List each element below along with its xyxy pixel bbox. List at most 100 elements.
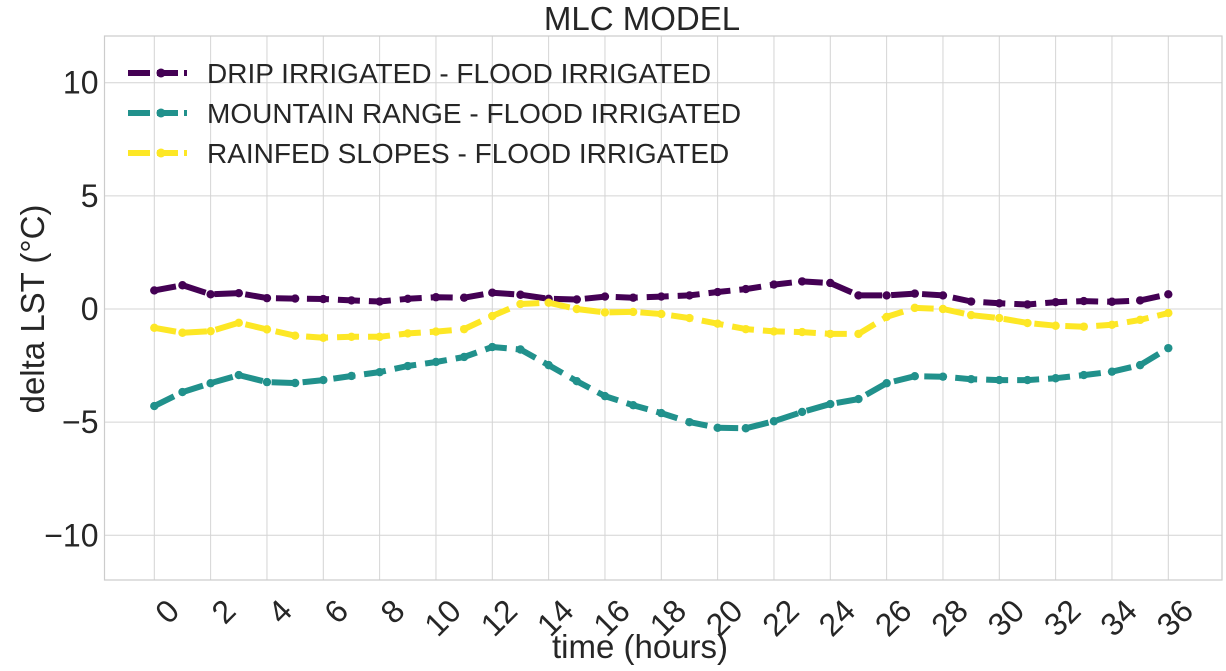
data-point: [854, 291, 863, 300]
series-lines: [150, 277, 1173, 433]
legend-label: DRIP IRRIGATED - FLOOD IRRIGATED: [207, 58, 711, 89]
legend-marker: [156, 148, 166, 158]
data-point: [628, 400, 638, 410]
data-point: [431, 327, 441, 336]
legend-item: DRIP IRRIGATED - FLOOD IRRIGATED: [128, 58, 711, 89]
data-point: [262, 325, 272, 334]
data-point: [403, 294, 412, 304]
data-point: [966, 310, 976, 320]
data-point: [319, 333, 328, 342]
data-point: [347, 296, 356, 305]
data-point: [319, 294, 328, 304]
series-2: [150, 342, 1173, 433]
data-point: [628, 293, 638, 302]
data-point: [375, 367, 384, 377]
data-point: [290, 331, 300, 340]
data-point: [262, 377, 272, 387]
data-point: [600, 391, 610, 401]
data-point: [882, 379, 891, 388]
data-point: [234, 318, 243, 328]
data-point: [206, 379, 215, 388]
data-point: [1164, 343, 1173, 353]
data-point: [685, 313, 694, 323]
data-point: [178, 328, 187, 337]
data-point: [713, 423, 722, 433]
data-point: [685, 417, 694, 427]
data-point: [488, 342, 497, 352]
data-point: [657, 408, 666, 418]
data-point: [910, 303, 919, 313]
legend-item: RAINFED SLOPES - FLOOD IRRIGATED: [128, 138, 729, 169]
data-point: [206, 290, 215, 299]
data-point: [1051, 374, 1060, 383]
legend-item: MOUNTAIN RANGE - FLOOD IRRIGATED: [128, 98, 741, 129]
data-point: [854, 394, 863, 404]
data-point: [938, 372, 948, 381]
data-point: [769, 280, 779, 289]
data-point: [488, 311, 497, 321]
data-point: [995, 299, 1004, 308]
data-point: [826, 399, 835, 409]
data-point: [150, 286, 159, 295]
data-point: [150, 401, 159, 411]
chart-title: MLC MODEL: [544, 0, 740, 37]
data-point: [1107, 367, 1117, 376]
data-point: [1079, 322, 1089, 331]
data-point: [572, 376, 581, 386]
data-point: [657, 309, 666, 319]
data-point: [459, 352, 469, 362]
data-point: [488, 288, 497, 297]
plot-frame: [103, 35, 1223, 581]
y-tick-label: −10: [44, 517, 98, 553]
data-point: [600, 292, 610, 301]
data-point: [995, 375, 1004, 385]
data-point: [797, 327, 807, 337]
data-point: [741, 284, 750, 294]
legend-label: MOUNTAIN RANGE - FLOOD IRRIGATED: [207, 98, 741, 129]
data-point: [966, 297, 976, 306]
data-point: [1051, 298, 1060, 307]
data-point: [459, 293, 469, 302]
y-tick-label: 0: [81, 291, 99, 327]
series-1: [150, 277, 1173, 309]
data-point: [290, 378, 300, 388]
data-point: [234, 370, 243, 380]
data-point: [966, 374, 976, 384]
data-point: [375, 332, 384, 342]
data-point: [713, 287, 722, 297]
y-gridlines: [104, 82, 1222, 536]
data-point: [544, 298, 553, 307]
data-point: [1135, 360, 1145, 370]
data-point: [741, 424, 750, 433]
legend-label: RAINFED SLOPES - FLOOD IRRIGATED: [207, 138, 729, 169]
data-point: [1107, 320, 1117, 330]
data-point: [628, 307, 638, 317]
data-point: [910, 372, 919, 381]
data-point: [516, 345, 525, 354]
data-point: [347, 371, 356, 381]
data-point: [826, 329, 835, 339]
data-point: [319, 375, 328, 385]
y-tick-labels: 10 5 0 −5 −10: [44, 65, 98, 554]
data-point: [797, 407, 807, 417]
data-point: [403, 361, 412, 371]
data-point: [178, 387, 187, 397]
data-point: [459, 324, 469, 334]
data-point: [1079, 296, 1089, 306]
data-point: [347, 332, 356, 342]
data-point: [178, 281, 187, 290]
data-point: [713, 319, 722, 328]
data-point: [1135, 296, 1145, 305]
data-point: [290, 294, 300, 303]
data-point: [262, 293, 272, 303]
data-point: [375, 297, 384, 306]
data-point: [938, 291, 948, 300]
data-point: [938, 304, 948, 314]
data-point: [544, 360, 553, 370]
data-point: [150, 323, 159, 332]
y-tick-label: 10: [63, 65, 99, 101]
data-point: [1079, 370, 1089, 380]
data-point: [1023, 375, 1032, 385]
